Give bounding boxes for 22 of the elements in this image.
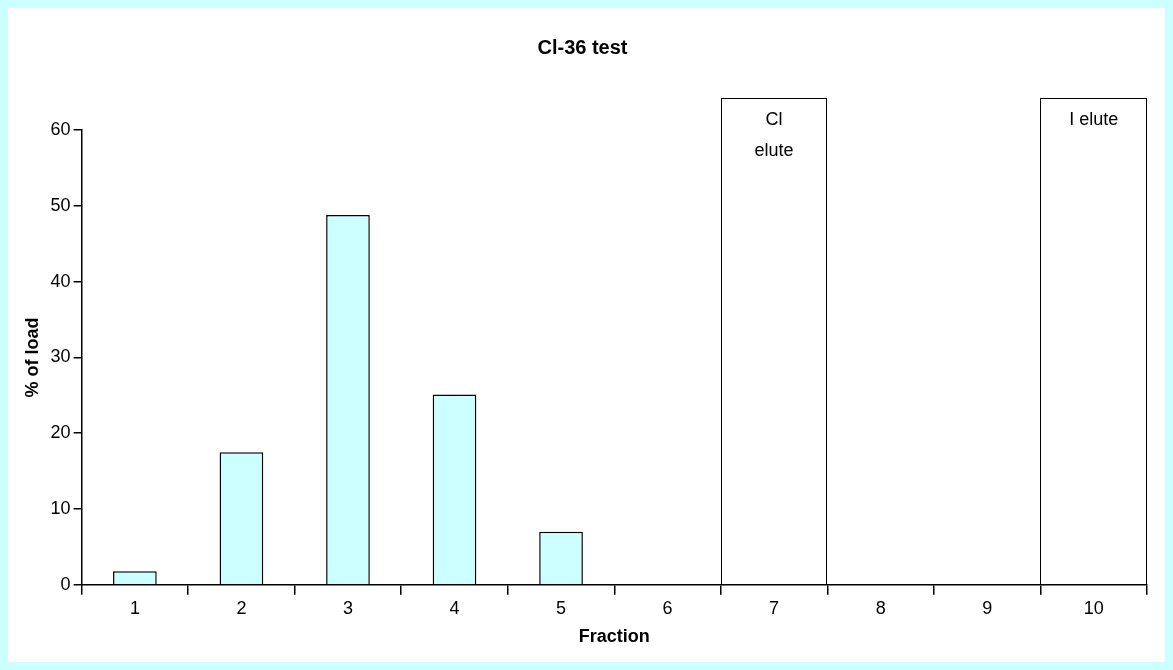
x-tick-label: 5 xyxy=(556,597,567,618)
y-tick-label: 50 xyxy=(50,194,71,215)
x-tick-label: 3 xyxy=(342,597,353,618)
x-axis-title: Fraction xyxy=(578,626,650,647)
y-tick-label: 0 xyxy=(60,573,71,594)
band-label: Cl elute xyxy=(753,108,795,162)
y-tick-label: 60 xyxy=(50,118,71,139)
x-tick-label: 4 xyxy=(449,597,460,618)
y-axis-title: % of load xyxy=(21,317,42,398)
band-label: I elute xyxy=(1068,108,1120,131)
y-tick-label: 40 xyxy=(50,270,71,291)
y-tick-label: 10 xyxy=(50,497,71,518)
x-tick-label: 10 xyxy=(1083,597,1104,618)
y-tick-label: 30 xyxy=(50,346,71,367)
chart-title: Cl-36 test xyxy=(537,35,628,58)
x-tick-label: 9 xyxy=(982,597,993,618)
x-tick-label: 7 xyxy=(769,597,780,618)
x-tick-label: 6 xyxy=(662,597,673,618)
x-tick-label: 8 xyxy=(875,597,886,618)
y-tick-label: 20 xyxy=(50,422,71,443)
x-tick-label: 1 xyxy=(129,597,140,618)
x-tick-label: 2 xyxy=(236,597,247,618)
